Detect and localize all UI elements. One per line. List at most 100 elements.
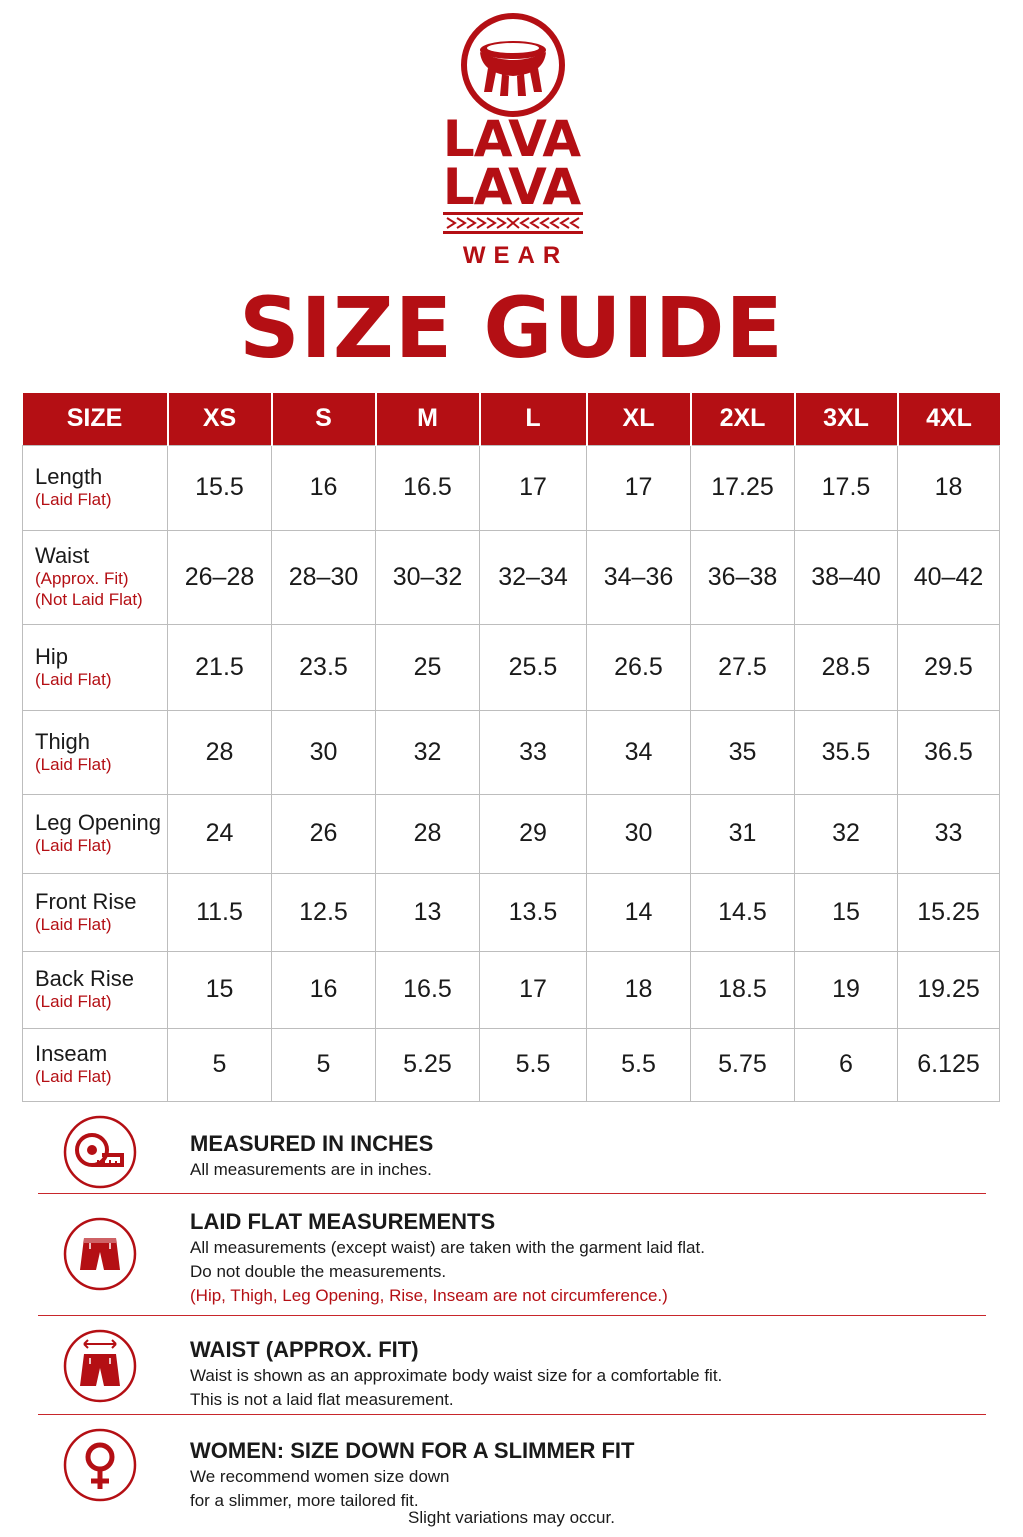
row-label-name: Inseam bbox=[35, 1041, 108, 1066]
table-cell: 28 bbox=[375, 793, 480, 874]
table-row: Thigh (Laid Flat) 28 30 32 33 34 35 35.5 36.5 bbox=[22, 709, 1000, 795]
row-label-qualifier: (Approx. Fit) bbox=[35, 569, 129, 588]
note-text: MEASURED IN INCHES All measurements are … bbox=[190, 1130, 433, 1182]
header-cell: SIZE bbox=[22, 393, 168, 445]
note-measured-in-inches: MEASURED IN INCHES All measurements are … bbox=[38, 1108, 986, 1194]
table-cell: 15 bbox=[794, 872, 898, 952]
note-waist: WAIST (APPROX. FIT) Waist is shown as an… bbox=[38, 1316, 986, 1415]
note-text: WOMEN: SIZE DOWN FOR A SLIMMER FIT We re… bbox=[190, 1437, 634, 1513]
table-cell: 35.5 bbox=[794, 709, 898, 795]
table-cell: 27.5 bbox=[690, 623, 795, 711]
row-label-qualifier: (Laid Flat) bbox=[35, 836, 112, 855]
table-cell: 23.5 bbox=[271, 623, 376, 711]
brand-name-line-1: LAVA bbox=[442, 110, 581, 168]
table-cell: 17.5 bbox=[794, 444, 898, 531]
table-cell: 28–30 bbox=[271, 529, 376, 625]
note-line: Do not double the measurements. bbox=[190, 1262, 447, 1281]
row-label: Hip (Laid Flat) bbox=[22, 623, 168, 711]
note-women-fit: WOMEN: SIZE DOWN FOR A SLIMMER FIT We re… bbox=[38, 1415, 986, 1510]
table-cell: 6.125 bbox=[897, 1027, 1000, 1102]
shorts-waist-arrow-icon bbox=[63, 1329, 137, 1403]
row-label-name: Front Rise bbox=[35, 888, 137, 914]
table-row: Leg Opening (Laid Flat) 24 26 28 29 30 31 32 33 bbox=[22, 793, 1000, 874]
table-cell: 17.25 bbox=[690, 444, 795, 531]
table-cell: 34–36 bbox=[586, 529, 691, 625]
table-cell: 28.5 bbox=[794, 623, 898, 711]
note-line: Waist is shown as an approximate body wa… bbox=[190, 1366, 723, 1385]
page-title: SIZE GUIDE bbox=[239, 279, 784, 377]
table-cell: 35 bbox=[690, 709, 795, 795]
table-row: Front Rise (Laid Flat) 11.5 12.5 13 13.5 14 14.… bbox=[22, 872, 1000, 952]
table-header-row: SIZE XS S M L XL 2XL 3XL 4XL bbox=[22, 393, 1000, 445]
table-cell: 18 bbox=[897, 444, 1000, 531]
row-label-qualifier: (Laid Flat) bbox=[35, 754, 112, 774]
table-row: Waist (Approx. Fit) (Not Laid Flat) 26–28 28… bbox=[22, 529, 1000, 625]
table-row: Hip (Laid Flat) 21.5 23.5 25 25.5 26.5 27.5 28.5… bbox=[22, 623, 1000, 711]
table-cell: 33 bbox=[897, 793, 1000, 874]
table-cell: 12.5 bbox=[271, 872, 376, 952]
table-cell: 5.75 bbox=[690, 1027, 795, 1102]
table-cell: 24 bbox=[167, 793, 272, 874]
row-label-name: Leg Opening bbox=[35, 810, 161, 835]
tribal-pattern-band-icon bbox=[443, 212, 583, 234]
row-label-name: Hip bbox=[35, 643, 69, 669]
table-cell: 5 bbox=[271, 1027, 376, 1102]
brand-name-line-2: LAVA bbox=[442, 158, 581, 216]
header-cell: XS bbox=[166, 393, 272, 445]
table-cell: 26 bbox=[271, 793, 376, 874]
row-label-name: Back Rise bbox=[35, 966, 135, 991]
table-cell: 6 bbox=[794, 1027, 898, 1102]
table-cell: 13 bbox=[375, 872, 480, 952]
female-symbol-icon bbox=[63, 1428, 137, 1502]
brand-name-wear: WEAR bbox=[462, 242, 569, 269]
table-cell: 29 bbox=[479, 793, 587, 874]
table-cell: 13.5 bbox=[479, 872, 587, 952]
table-cell: 16.5 bbox=[375, 444, 480, 531]
table-cell: 17 bbox=[479, 950, 587, 1029]
note-line: We recommend women size down bbox=[190, 1467, 450, 1486]
row-label: Length (Laid Flat) bbox=[22, 444, 168, 531]
header-cell: L bbox=[478, 393, 587, 445]
row-label: Front Rise (Laid Flat) bbox=[22, 872, 168, 952]
row-label-qualifier: (Laid Flat) bbox=[35, 914, 112, 934]
row-label: Waist (Approx. Fit) (Not Laid Flat) bbox=[22, 529, 168, 625]
row-label-name: Waist bbox=[35, 543, 90, 568]
row-label: Leg Opening (Laid Flat) bbox=[22, 793, 168, 874]
row-label-name: Thigh bbox=[35, 728, 91, 754]
table-cell: 31 bbox=[690, 793, 795, 874]
header-cell: M bbox=[374, 393, 480, 445]
row-label: Back Rise (Laid Flat) bbox=[22, 950, 168, 1029]
header-cell: 4XL bbox=[896, 393, 1000, 445]
footer-disclaimer: Slight variations may occur. bbox=[408, 1508, 615, 1527]
table-cell: 32 bbox=[375, 709, 480, 795]
row-label-name: Length bbox=[35, 464, 103, 489]
table-cell: 16 bbox=[271, 444, 376, 531]
table-cell: 17 bbox=[479, 444, 587, 531]
table-cell: 30–32 bbox=[375, 529, 480, 625]
note-title: WAIST (APPROX. FIT) bbox=[190, 1337, 419, 1362]
table-cell: 17 bbox=[586, 444, 691, 531]
note-line: All measurements are in inches. bbox=[190, 1160, 432, 1179]
table-cell: 30 bbox=[271, 709, 376, 795]
table-cell: 25.5 bbox=[479, 623, 587, 711]
kava-bowl-icon bbox=[461, 13, 565, 117]
row-label-qualifier: (Laid Flat) bbox=[35, 992, 112, 1011]
table-cell: 30 bbox=[586, 793, 691, 874]
table-cell: 34 bbox=[586, 709, 691, 795]
note-text: WAIST (APPROX. FIT) Waist is shown as an… bbox=[190, 1336, 722, 1412]
row-label: Inseam (Laid Flat) bbox=[22, 1027, 168, 1102]
table-cell: 28 bbox=[167, 709, 272, 795]
note-title: LAID FLAT MEASUREMENTS bbox=[190, 1209, 496, 1234]
table-cell: 15.25 bbox=[897, 872, 1000, 952]
table-cell: 29.5 bbox=[897, 623, 1000, 711]
shorts-icon bbox=[63, 1217, 137, 1291]
table-cell: 16 bbox=[271, 950, 376, 1029]
table-cell: 36.5 bbox=[897, 709, 1000, 795]
header-cell: 3XL bbox=[793, 393, 898, 445]
row-label: Thigh (Laid Flat) bbox=[22, 709, 168, 795]
note-line: for a slimmer, more tailored fit. bbox=[190, 1491, 419, 1510]
brand-logo: LAVA LAVA WEAR bbox=[0, 0, 1023, 280]
note-line: All measurements (except waist) are take… bbox=[190, 1238, 705, 1257]
table-cell: 18.5 bbox=[690, 950, 795, 1029]
table-cell: 18 bbox=[586, 950, 691, 1029]
